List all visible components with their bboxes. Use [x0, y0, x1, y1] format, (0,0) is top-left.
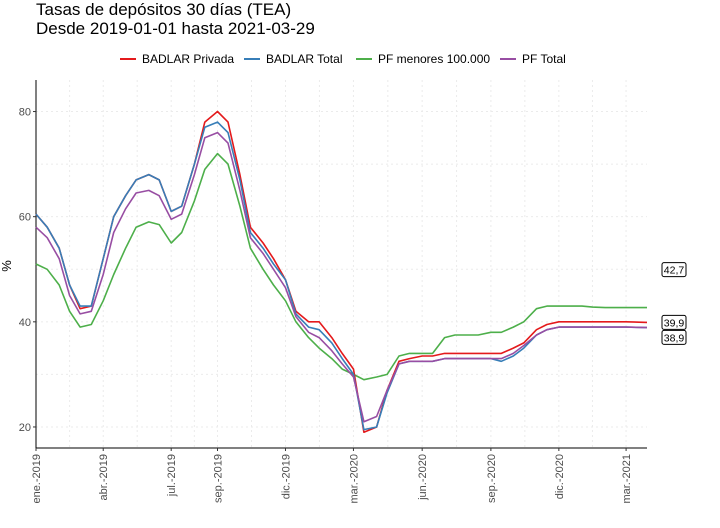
legend-swatch — [356, 58, 372, 60]
y-tick-label: 40 — [19, 317, 31, 329]
axes: 20 40 60 80 ene.-2019 abr.-2019 jul.-2019 sep.-… — [19, 80, 647, 504]
series-line-badlar-total — [35, 121, 648, 431]
y-tick-label: 80 — [19, 107, 31, 119]
x-tick-label: ene.-2019 — [31, 454, 43, 504]
x-tick-label: jun.-2020 — [417, 454, 429, 501]
legend-swatch — [120, 58, 136, 60]
x-tick-label: dic.-2019 — [280, 454, 292, 499]
y-tick-label: 20 — [19, 422, 31, 434]
chart-subtitle: Desde 2019-01-01 hasta 2021-03-29 — [36, 19, 315, 38]
x-tick-label: sep.-2019 — [213, 454, 225, 503]
series-line-badlar-privada — [35, 110, 648, 434]
chart-title: Tasas de depósitos 30 días (TEA) — [36, 0, 292, 19]
legend-swatch — [244, 58, 260, 60]
series-line-pf-total — [35, 131, 648, 423]
legend-label: BADLAR Privada — [142, 52, 235, 66]
legend-item-pf-menores: PF menores 100.000 — [356, 50, 490, 68]
legend-swatch — [500, 58, 516, 60]
y-axis-label: % — [0, 260, 14, 272]
legend-item-badlar-total: BADLAR Total — [244, 50, 342, 68]
series-layer — [35, 110, 648, 434]
legend-label: PF menores 100.000 — [378, 52, 491, 66]
legend-item-pf-total: PF Total — [500, 50, 566, 68]
x-tick-label: jul.-2019 — [166, 454, 178, 497]
legend-label: BADLAR Total — [266, 52, 343, 66]
x-tick-label: sep.-2020 — [486, 454, 498, 503]
end-label: 38,9 — [664, 332, 685, 344]
end-labels: 42,7 39,9 38,9 — [661, 262, 687, 345]
series-line-pf-menores-100-000 — [35, 152, 647, 381]
y-tick-label: 60 — [19, 212, 31, 224]
end-label: 39,9 — [664, 317, 685, 329]
legend: BADLAR Privada BADLAR Total PF menores 1… — [0, 50, 720, 68]
end-label: 42,7 — [664, 265, 685, 277]
grid — [35, 80, 647, 448]
x-tick-label: mar.-2021 — [621, 454, 633, 504]
x-tick-label: mar.-2020 — [348, 454, 360, 504]
x-tick-label: dic.-2020 — [554, 454, 566, 499]
legend-item-badlar-privada: BADLAR Privada — [120, 50, 234, 68]
end-label-box — [661, 262, 687, 278]
end-label-box — [661, 314, 687, 330]
legend-label: PF Total — [522, 52, 566, 66]
end-label-box — [661, 329, 687, 345]
x-tick-label: abr.-2019 — [98, 454, 110, 500]
